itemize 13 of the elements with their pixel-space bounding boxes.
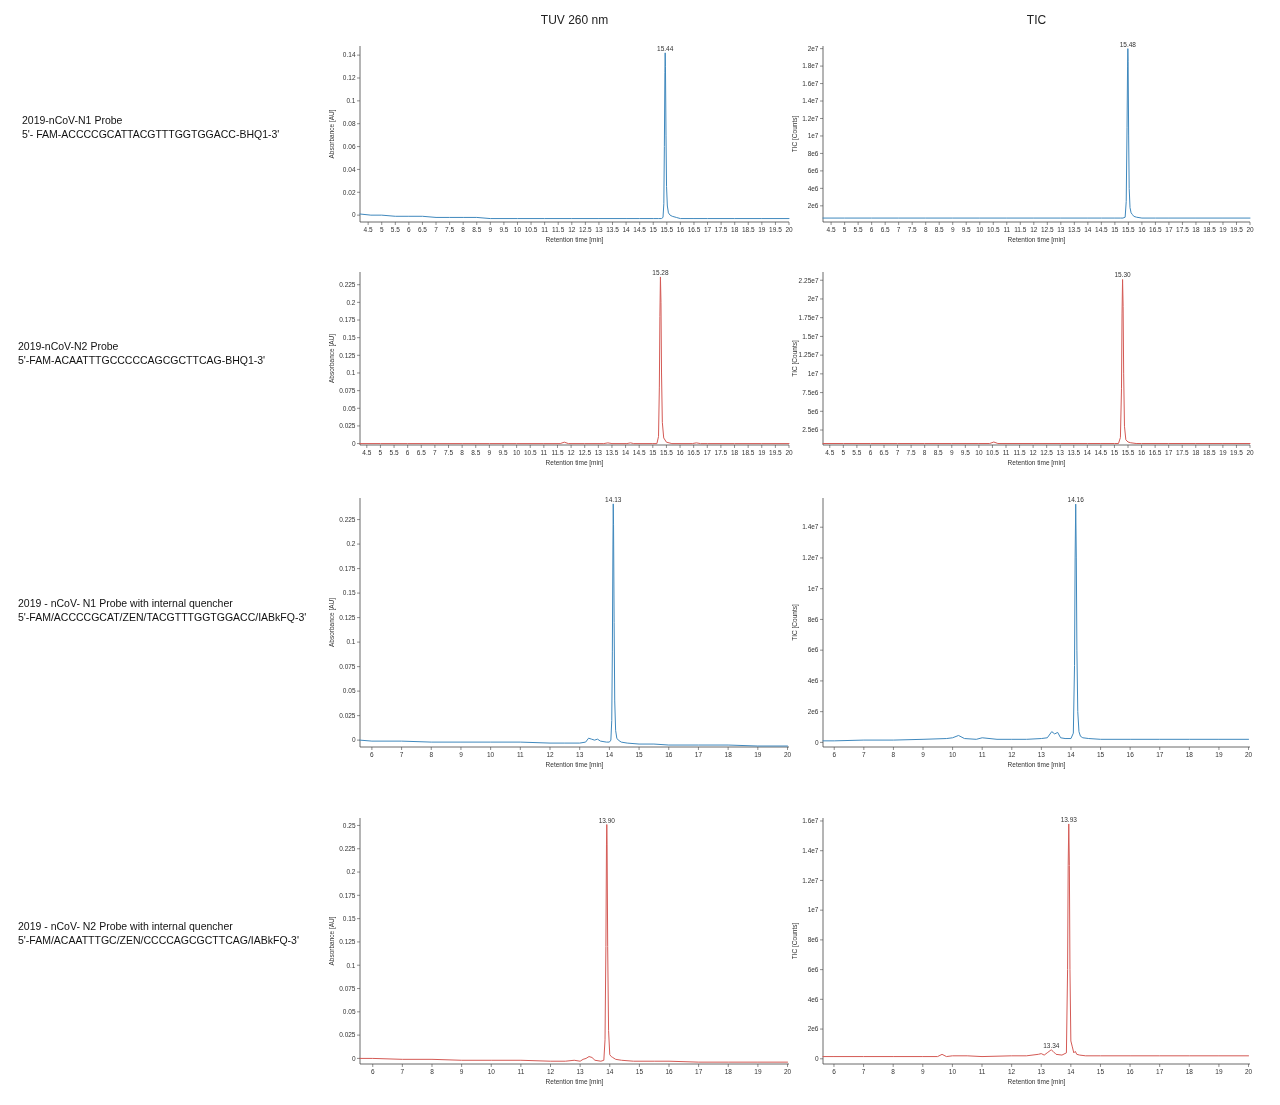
line-series: [822, 503, 1250, 742]
text: 5'- FAM-ACCCCGCATTACGTTTGGTGGACC-BHQ1-3': [22, 128, 280, 140]
text: 5'-FAM/ACAATTTGC/ZEN/CCCCAGCGCTTCAG/IABkFQ-3': [18, 934, 299, 946]
text: 2019 - nCoV- N1 Probe with internal quencher: [18, 597, 234, 609]
line-series: [822, 823, 1250, 1058]
text: 2019-nCoV-N1 Probe: [22, 114, 123, 126]
text: 2019-nCoV-N2 Probe: [18, 340, 119, 352]
text: 2019 - nCoV- N2 Probe with internal quencher: [18, 920, 234, 932]
line-series: [822, 48, 1251, 219]
chart-title: TIC: [1026, 13, 1047, 27]
text: 5'-FAM-ACAATTTGCCCCCAGCGCTTCAG-BHQ1-3': [18, 354, 266, 366]
text: 5'-FAM/ACCCCGCAT/ZEN/TACGTTTGGTGGACC/IABkFQ-3': [18, 611, 307, 623]
chart-title: TUV 260 nm: [540, 13, 609, 27]
